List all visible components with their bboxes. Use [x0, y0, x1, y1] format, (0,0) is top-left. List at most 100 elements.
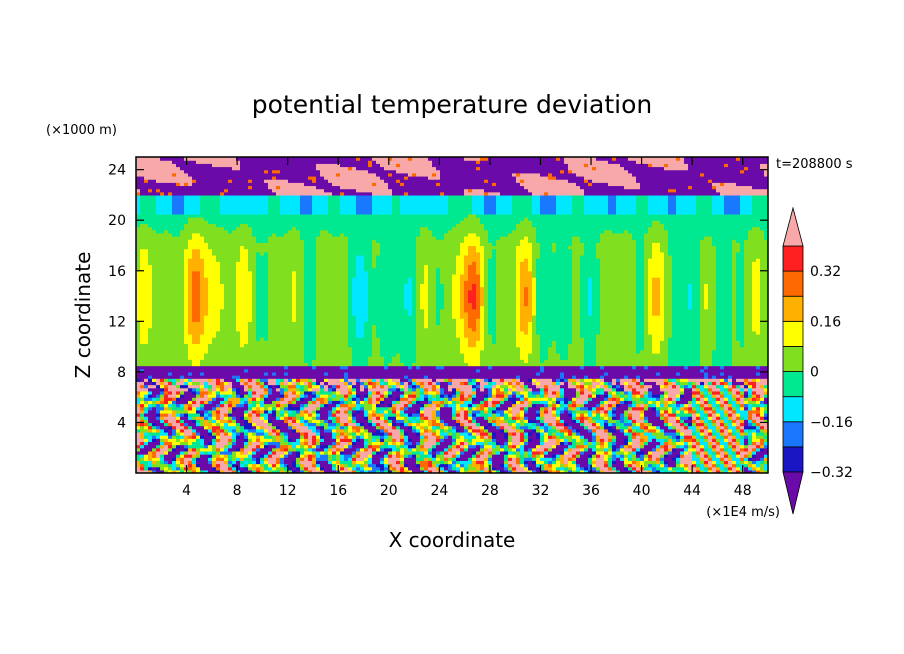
- field-cell: [588, 441, 593, 446]
- field-cell: [296, 419, 301, 424]
- field-cell: [424, 409, 429, 414]
- field-cell: [572, 466, 577, 471]
- field-cell: [460, 435, 465, 439]
- field-cell: [624, 450, 629, 455]
- field-cell: [352, 457, 357, 461]
- field-cell: [616, 412, 621, 417]
- field-cell: [428, 466, 433, 471]
- field-cell: [336, 431, 341, 436]
- field-cell: [444, 403, 449, 408]
- field-cell: [328, 454, 333, 458]
- field-cell: [600, 447, 605, 452]
- field-cell: [344, 431, 349, 436]
- field-cell: [632, 454, 637, 458]
- field-cell: [752, 428, 757, 433]
- field-cell: [344, 463, 349, 468]
- field-cell: [384, 416, 389, 420]
- field-cell: [652, 422, 657, 427]
- field-cell: [560, 447, 565, 452]
- field-cell: [520, 412, 525, 417]
- field-cell: [344, 435, 349, 439]
- field-cell: [640, 406, 645, 411]
- field-cell: [168, 428, 173, 433]
- field-cell: [336, 441, 341, 446]
- field-cell: [760, 469, 765, 473]
- field-cell: [564, 438, 569, 442]
- field-cell: [412, 457, 417, 461]
- field-cell: [336, 435, 341, 439]
- field-cell: [736, 469, 741, 473]
- field-cell: [544, 412, 549, 417]
- field-cell: [516, 454, 521, 458]
- field-cell: [192, 409, 197, 414]
- field-cell: [604, 441, 609, 446]
- field-cell: [412, 469, 417, 473]
- field-cell: [684, 435, 689, 439]
- field-cell: [452, 444, 457, 449]
- field-cell: [564, 416, 569, 420]
- field-cell: [692, 450, 697, 455]
- field-cell: [344, 412, 349, 417]
- field-cell: [464, 435, 469, 439]
- field-cell: [604, 450, 609, 455]
- field-cell: [276, 463, 281, 468]
- field-cell: [556, 412, 561, 417]
- field-cell: [660, 454, 665, 458]
- field-cell: [580, 438, 585, 442]
- field-cell: [508, 431, 513, 436]
- field-cell: [396, 469, 401, 473]
- field-cell: [260, 435, 265, 439]
- field-cell: [436, 441, 441, 446]
- field-cell: [712, 444, 717, 449]
- field-cell: [248, 463, 253, 468]
- field-cell: [356, 422, 361, 427]
- field-cell: [220, 435, 225, 439]
- field-cell: [620, 416, 625, 420]
- field-cell: [740, 409, 745, 414]
- field-cell: [696, 469, 701, 473]
- field-cell: [172, 438, 177, 442]
- field-cell: [196, 447, 201, 452]
- field-cell: [416, 416, 421, 420]
- field-cell: [508, 412, 513, 417]
- field-cell: [292, 460, 297, 465]
- field-cell: [204, 428, 209, 433]
- field-cell: [396, 425, 401, 430]
- field-cell: [704, 454, 709, 458]
- field-cell: [392, 441, 397, 446]
- field-cell: [696, 466, 701, 471]
- field-cell: [476, 441, 481, 446]
- field-cell: [256, 457, 261, 461]
- field-cell: [500, 435, 505, 439]
- field-cell: [652, 425, 657, 430]
- field-cell: [584, 403, 589, 408]
- field-cell: [312, 466, 317, 471]
- field-cell: [204, 460, 209, 465]
- field-cell: [704, 416, 709, 420]
- field-cell: [344, 444, 349, 449]
- field-cell: [560, 409, 565, 414]
- field-cell: [432, 450, 437, 455]
- field-cell: [456, 416, 461, 420]
- field-cell: [304, 469, 309, 473]
- field-cell: [260, 438, 265, 442]
- field-cell: [180, 463, 185, 468]
- field-cell: [736, 425, 741, 430]
- field-cell: [672, 425, 677, 430]
- field-cell: [176, 428, 181, 433]
- field-cell: [592, 457, 597, 461]
- field-cell: [512, 416, 517, 420]
- field-cell: [760, 425, 765, 430]
- field-cell: [328, 425, 333, 430]
- field-cell: [460, 428, 465, 433]
- field-cell: [432, 444, 437, 449]
- field-cell: [576, 457, 581, 461]
- field-cell: [756, 431, 761, 436]
- field-cell: [272, 466, 277, 471]
- field-cell: [412, 466, 417, 471]
- field-cell: [408, 419, 413, 424]
- field-cell: [504, 447, 509, 452]
- field-cell: [140, 460, 145, 465]
- field-cell: [740, 425, 745, 430]
- field-cell: [356, 425, 361, 430]
